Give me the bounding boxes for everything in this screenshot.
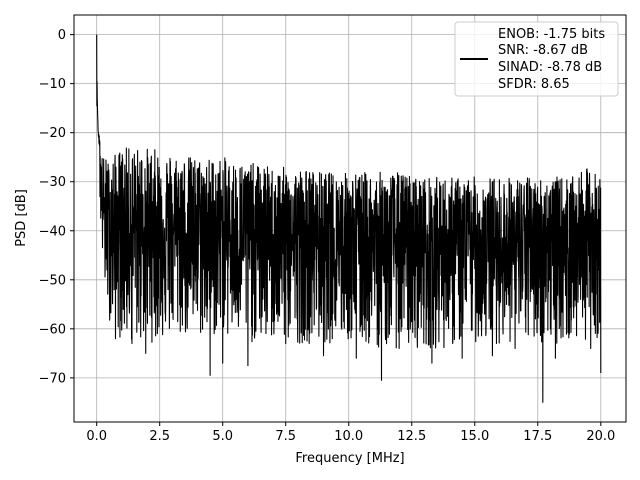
legend-line-4: SFDR: 8.65 (498, 77, 570, 92)
y-tick-label: −70 (39, 371, 66, 386)
y-tick-label: −30 (39, 175, 66, 190)
legend: ENOB: -1.75 bits SNR: -8.67 dB SINAD: -8… (454, 21, 619, 97)
y-tick-label: −40 (39, 224, 66, 239)
x-tick-label: 20.0 (586, 429, 615, 444)
y-tick-label: 0 (58, 28, 66, 43)
legend-box (454, 21, 619, 97)
legend-line-3: SINAD: -8.78 dB (498, 60, 602, 75)
x-tick-label: 17.5 (523, 429, 552, 444)
x-tick-label: 10.0 (334, 429, 363, 444)
x-tick-label: 12.5 (397, 429, 426, 444)
legend-line-1: ENOB: -1.75 bits (498, 27, 605, 42)
data-layer (96, 34, 602, 403)
psd-series-line (96, 34, 602, 403)
y-tick-label: −50 (39, 273, 66, 288)
x-tick-label: 5.0 (212, 429, 233, 444)
x-axis-label: Frequency [MHz] (295, 451, 404, 466)
y-axis-label: PSD [dB] (14, 189, 29, 247)
y-tick-label: −10 (39, 77, 66, 92)
y-tick-label: −20 (39, 126, 66, 141)
ticks: 0.0 2.5 5.0 7.5 10.0 12.5 15.0 17.5 20.0 0 −10 −20 −… (39, 28, 616, 444)
plot-frame (73, 14, 627, 423)
y-tick-label: −60 (39, 322, 66, 337)
x-tick-label: 0.0 (86, 429, 107, 444)
x-tick-label: 15.0 (460, 429, 489, 444)
legend-line-2: SNR: -8.67 dB (498, 43, 588, 58)
x-tick-label: 2.5 (149, 429, 170, 444)
x-tick-label: 7.5 (275, 429, 296, 444)
